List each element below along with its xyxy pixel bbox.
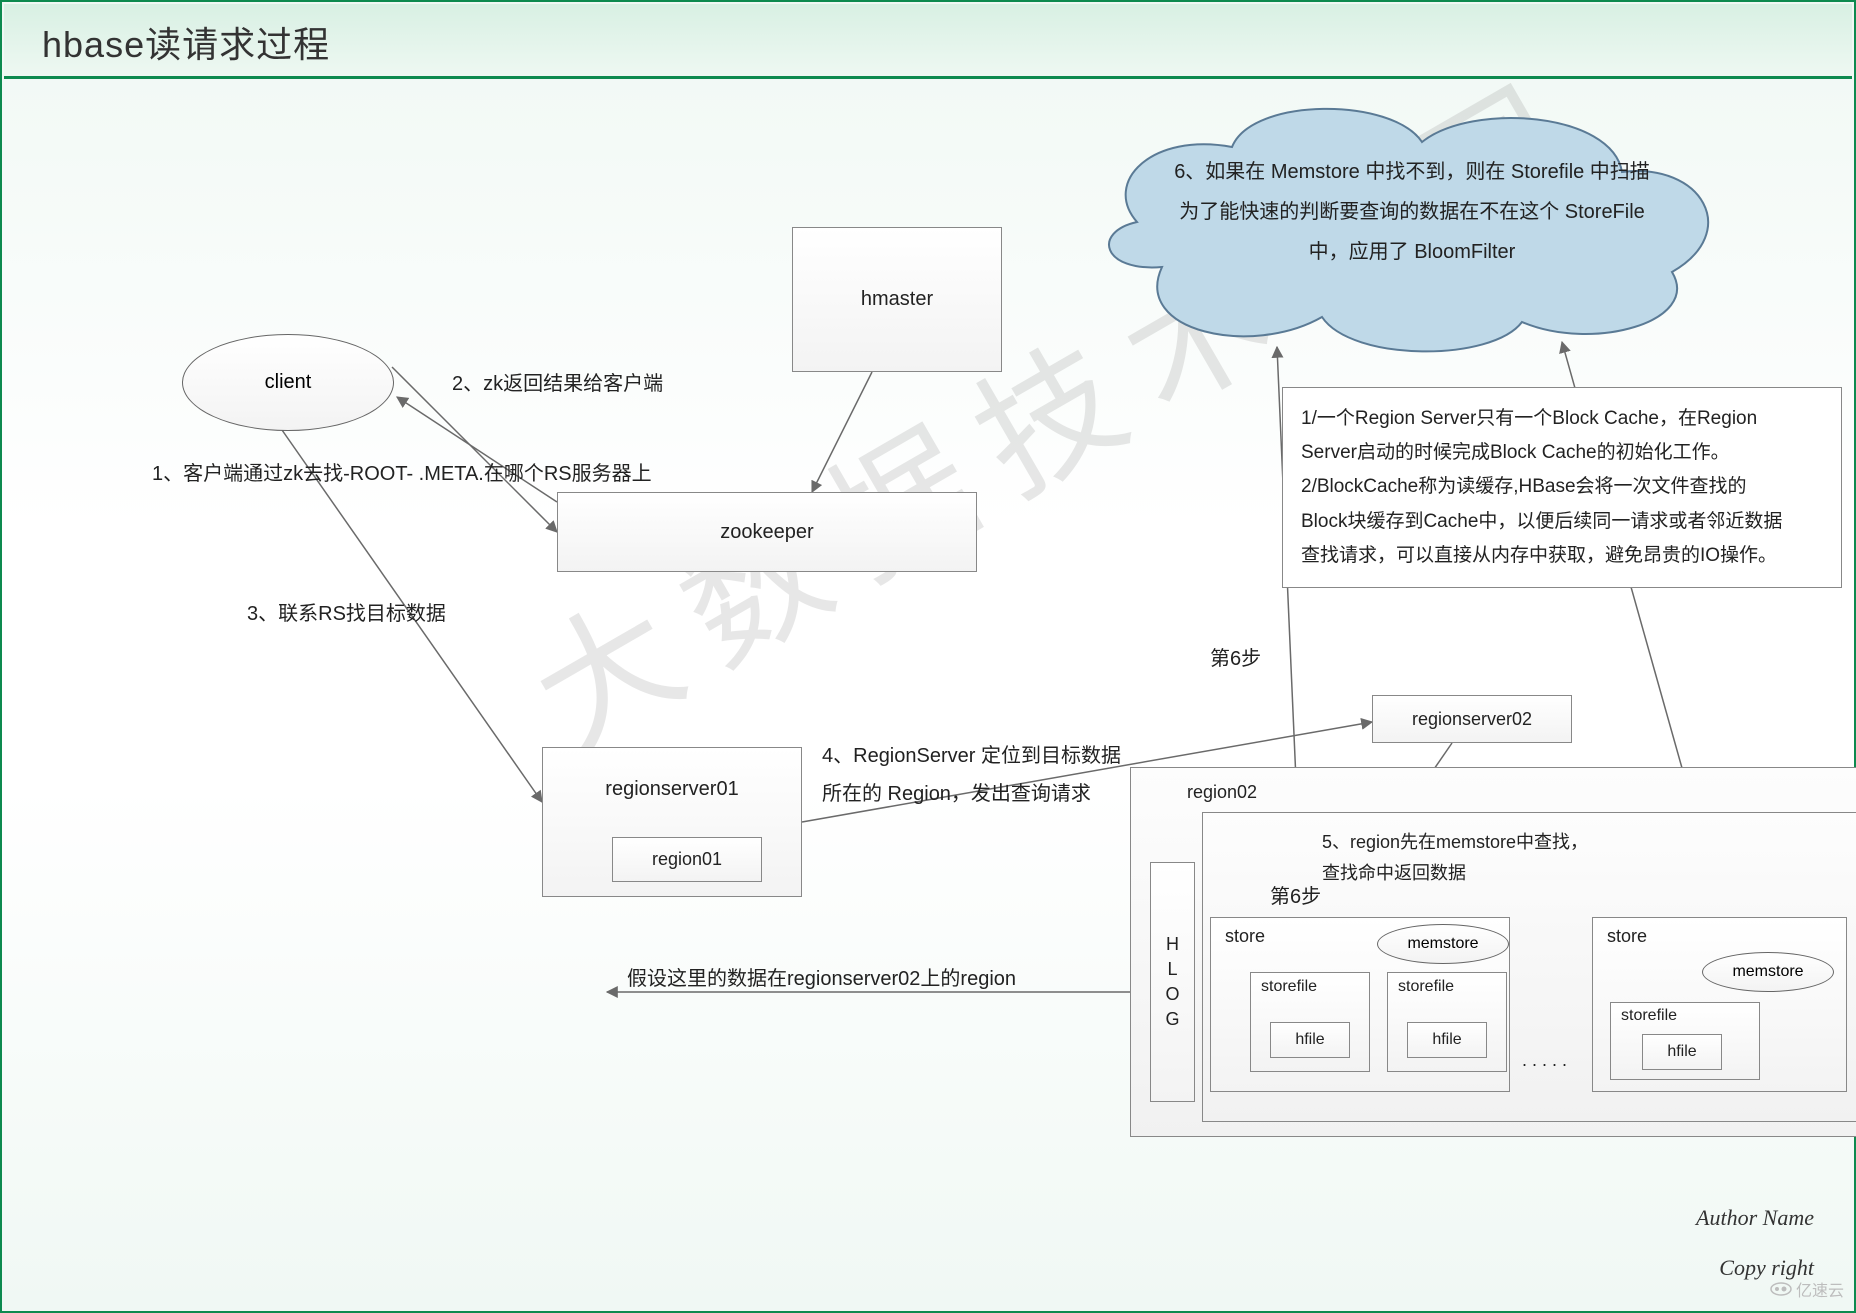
zookeeper-node: zookeeper (557, 492, 977, 572)
info-line: 查找请求，可以直接从内存中获取，避免昂贵的IO操作。 (1301, 539, 1823, 573)
step6a-label: 第6步 (1210, 642, 1261, 671)
dots-label: . . . . . (1522, 1050, 1567, 1071)
info-line: 1/一个Region Server只有一个Block Cache，在Region (1301, 402, 1823, 436)
step1-label: 1、客户端通过zk去找-ROOT- .META.在哪个RS服务器上 (152, 457, 652, 486)
hlog-node: HLOG (1150, 862, 1195, 1102)
zookeeper-label: zookeeper (720, 521, 813, 544)
step2-label: 2、zk返回结果给客户端 (452, 367, 663, 396)
region02-label: region02 (1187, 782, 1257, 803)
page: hbase读请求过程 大数据技术小同 6、如果在 (0, 0, 1856, 1313)
hmaster-label: hmaster (861, 288, 933, 311)
step5-label: 5、region先在memstore中查找，查找命中返回数据 (1322, 827, 1602, 888)
client-node: client (182, 334, 394, 431)
store2-label: store (1607, 926, 1647, 947)
memstore1-label: memstore (1407, 935, 1478, 953)
region01-node: region01 (612, 837, 762, 882)
memstore2-node: memstore (1702, 952, 1834, 992)
client-label: client (265, 371, 312, 394)
corner-watermark: 亿速云 (1770, 1277, 1844, 1301)
info-line: Block块缓存到Cache中，以便后续同一请求或者邻近数据 (1301, 505, 1823, 539)
regionserver02-node: regionserver02 (1372, 695, 1572, 743)
step4-label: 4、RegionServer 定位到目标数据 所在的 Region，发出查询请求 (822, 737, 1121, 813)
page-title: hbase读请求过程 (42, 16, 330, 68)
blockcache-info: 1/一个Region Server只有一个Block Cache，在Region… (1282, 387, 1842, 588)
info-line: 2/BlockCache称为读缓存,HBase会将一次文件查找的 (1301, 470, 1823, 504)
region01-label: region01 (652, 849, 722, 870)
hfile1b-node: hfile (1407, 1022, 1487, 1058)
info-line: Server启动的时候完成Block Cache的初始化工作。 (1301, 436, 1823, 470)
hfile2-node: hfile (1642, 1034, 1722, 1070)
author-name: Author Name (1696, 1205, 1814, 1231)
store1-label: store (1225, 926, 1265, 947)
rs02-label: regionserver02 (1412, 709, 1532, 730)
step3-label: 3、联系RS找目标数据 (247, 597, 446, 626)
hfile1a-node: hfile (1270, 1022, 1350, 1058)
step6-cloud-text: 6、如果在 Memstore 中找不到，则在 Storefile 中扫描 为了能… (1142, 152, 1682, 272)
memstore1-node: memstore (1377, 924, 1509, 964)
rs01-label: regionserver01 (605, 778, 738, 801)
step6b-label: 第6步 (1270, 880, 1321, 909)
assume-label: 假设这里的数据在regionserver02上的region (627, 962, 1016, 991)
hmaster-node: hmaster (792, 227, 1002, 372)
